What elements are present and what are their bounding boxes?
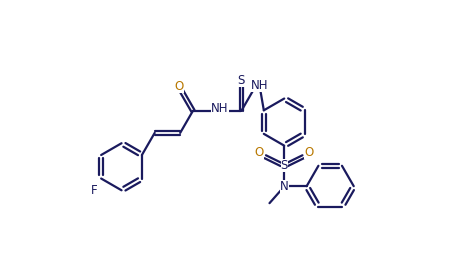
Text: NH: NH [212,102,229,115]
Text: NH: NH [251,79,269,92]
Text: S: S [238,74,245,87]
Text: S: S [281,159,288,172]
Text: O: O [174,80,184,93]
Text: O: O [305,146,313,159]
Text: O: O [255,146,264,159]
Text: F: F [91,184,97,197]
Text: N: N [280,180,289,193]
